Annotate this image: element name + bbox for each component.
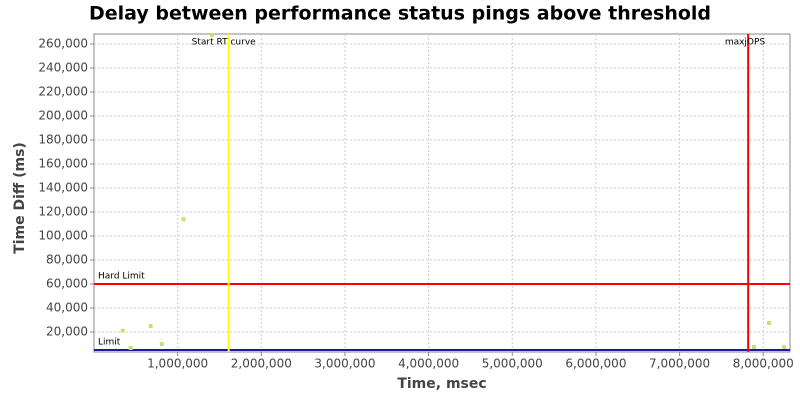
x-tick-label: 8,000,000 [733, 357, 794, 371]
x-tick-label: 1,000,000 [147, 357, 208, 371]
point [120, 328, 125, 333]
chart-title: Delay between performance status pings a… [89, 3, 711, 25]
x-tick-label: 6,000,000 [565, 357, 626, 371]
x-axis-label: Time, msec [397, 376, 486, 392]
x-tick-label: 5,000,000 [482, 357, 543, 371]
point [767, 320, 772, 325]
marker-label: maxjOPS [725, 38, 766, 48]
y-tick-label: 20,000 [46, 324, 88, 338]
y-tick-label: 260,000 [38, 36, 88, 50]
y-tick-label: 60,000 [46, 276, 88, 290]
threshold-label: Limit [98, 337, 121, 347]
plot-area [93, 33, 791, 353]
y-tick-label: 180,000 [38, 132, 88, 146]
y-tick-label: 100,000 [38, 228, 88, 242]
x-tick-label: 4,000,000 [398, 357, 459, 371]
y-tick-label: 80,000 [46, 252, 88, 266]
point [128, 345, 133, 350]
y-tick-label: 40,000 [46, 300, 88, 314]
y-tick-label: 160,000 [38, 156, 88, 170]
y-tick-label: 140,000 [38, 180, 88, 194]
y-axis-label: Time Diff (ms) [12, 142, 28, 254]
point [181, 217, 186, 222]
y-tick-label: 200,000 [38, 108, 88, 122]
point [782, 344, 787, 349]
x-tick-label: 3,000,000 [314, 357, 375, 371]
point [159, 341, 164, 346]
y-tick-label: 120,000 [38, 204, 88, 218]
point [752, 344, 757, 349]
y-tick-label: 240,000 [38, 60, 88, 74]
threshold-label: Hard Limit [98, 271, 145, 281]
x-tick-label: 2,000,000 [231, 357, 292, 371]
point [148, 323, 153, 328]
x-tick-label: 7,000,000 [649, 357, 710, 371]
y-tick-label: 220,000 [38, 84, 88, 98]
point [209, 32, 214, 37]
marker-label: Start RT curve [192, 38, 256, 48]
